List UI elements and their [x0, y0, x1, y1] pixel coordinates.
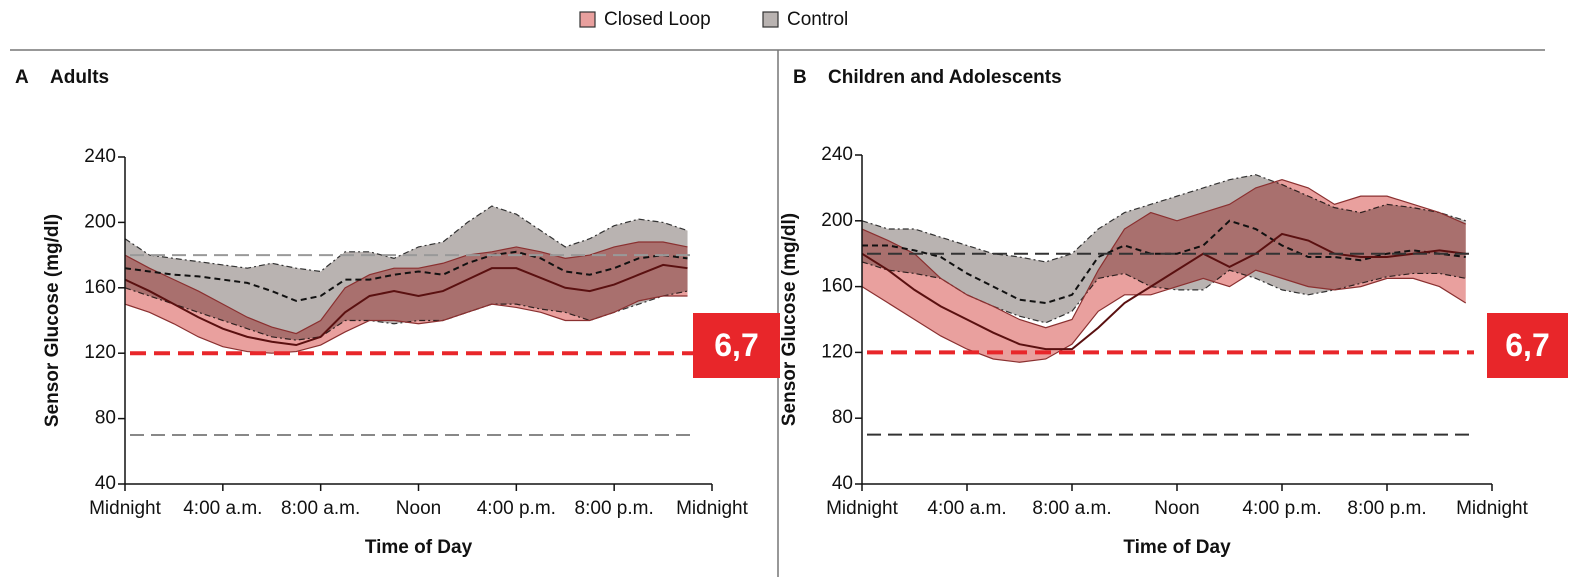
x-axis-label: Time of Day [365, 537, 473, 558]
x-tick-label: 4:00 a.m. [183, 498, 262, 519]
band-edge [861, 269, 1467, 363]
x-tick-label: 4:00 p.m. [477, 498, 556, 519]
y-axis-label: Sensor Glucose (mg/dl) [42, 214, 63, 427]
band-edge [124, 205, 688, 273]
y-tick-label: 80 [832, 407, 853, 428]
x-tick-label: Midnight [826, 498, 899, 519]
x-tick-label: 8:00 p.m. [575, 498, 654, 519]
y-tick-label: 120 [821, 341, 853, 362]
panel-label: B [793, 67, 807, 88]
y-tick-label: 160 [821, 276, 853, 297]
x-tick-label: Midnight [89, 498, 162, 519]
x-tick-label: Noon [396, 498, 441, 519]
x-axis-label: Time of Day [1123, 537, 1231, 558]
y-tick-label: 80 [95, 408, 116, 429]
legend-label: Closed Loop [604, 9, 711, 30]
x-tick-label: 8:00 a.m. [281, 498, 360, 519]
annotation-box [1487, 313, 1568, 378]
x-tick-label: Midnight [676, 498, 749, 519]
y-tick-label: 120 [84, 342, 116, 363]
band [125, 242, 688, 354]
y-tick-label: 200 [821, 210, 853, 231]
x-tick-label: 4:00 p.m. [1242, 498, 1321, 519]
y-tick-label: 160 [84, 277, 116, 298]
annotation: 6,7 [1505, 327, 1549, 363]
y-tick-label: 240 [821, 144, 853, 165]
y-tick-label: 40 [95, 473, 116, 494]
median-line [862, 219, 1466, 305]
annotation-box [693, 313, 780, 378]
panel-title: Adults [50, 67, 109, 88]
panel-label: A [15, 67, 29, 88]
band-edge [124, 241, 688, 335]
y-tick-label: 240 [84, 146, 116, 167]
annotation: 6,7 [714, 327, 758, 363]
median-line [124, 263, 688, 347]
y-axis-label: Sensor Glucose (mg/dl) [779, 213, 800, 426]
x-tick-label: 8:00 a.m. [1032, 498, 1111, 519]
x-tick-label: 8:00 p.m. [1347, 498, 1426, 519]
band-edge [861, 179, 1466, 329]
band-edge [124, 295, 688, 354]
y-tick-label: 200 [84, 211, 116, 232]
panel-title: Children and Adolescents [828, 67, 1062, 88]
x-tick-label: 4:00 a.m. [927, 498, 1006, 519]
legend-swatch [579, 11, 596, 28]
y-tick-label: 40 [832, 473, 853, 494]
x-tick-label: Noon [1154, 498, 1199, 519]
median-line [124, 250, 688, 302]
legend-swatch [762, 11, 779, 28]
median-line [861, 232, 1466, 351]
legend-label: Control [787, 9, 848, 30]
x-tick-label: Midnight [1456, 498, 1529, 519]
